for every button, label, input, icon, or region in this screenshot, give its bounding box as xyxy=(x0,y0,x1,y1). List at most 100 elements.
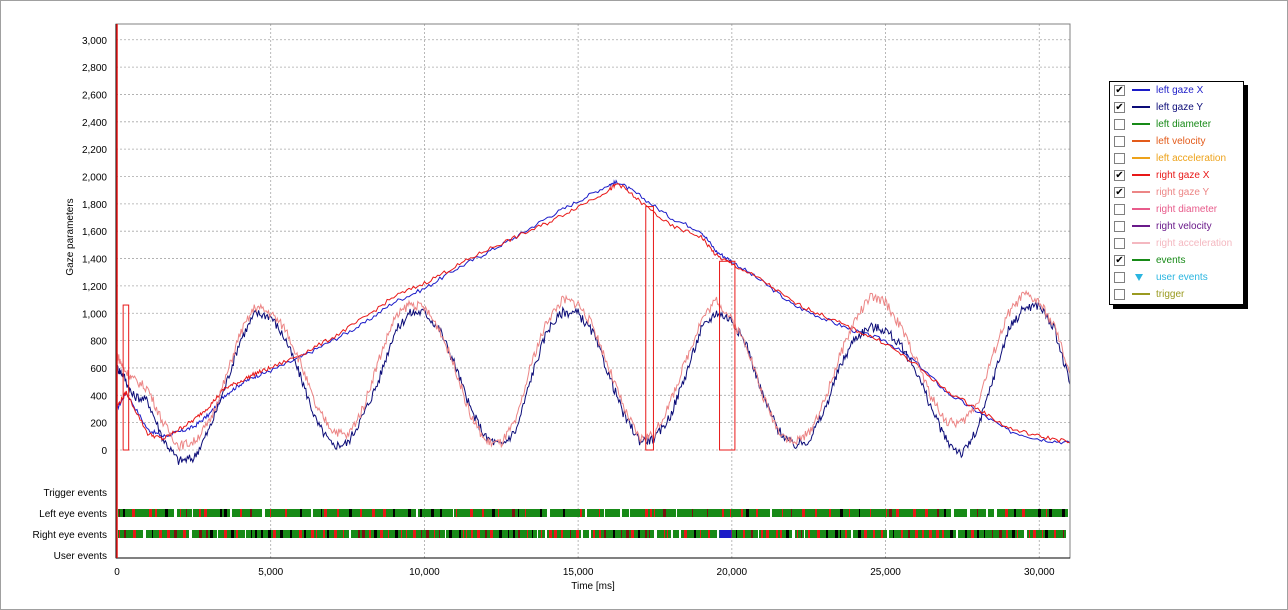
legend-item-right-diameter[interactable]: right diameter xyxy=(1110,201,1243,218)
event-tick xyxy=(965,530,967,538)
event-tick xyxy=(434,530,435,538)
y-tick-label: 1,600 xyxy=(82,227,107,238)
checkbox[interactable] xyxy=(1114,238,1125,249)
checkbox[interactable] xyxy=(1114,272,1125,283)
event-tick xyxy=(206,530,208,538)
event-tick xyxy=(589,530,591,538)
event-tick xyxy=(664,530,665,538)
event-tick xyxy=(694,530,696,538)
event-tick xyxy=(143,530,146,538)
event-tick xyxy=(477,530,480,538)
event-tick xyxy=(613,530,615,538)
legend-item-left-gaze-x[interactable]: ✔ left gaze X xyxy=(1110,82,1243,99)
legend-swatch xyxy=(1132,293,1150,295)
x-tick-label: 30,000 xyxy=(1024,567,1055,578)
event-tick xyxy=(859,509,860,517)
event-tick xyxy=(671,530,673,538)
event-tick xyxy=(199,530,202,538)
legend-item-left-acceleration[interactable]: left acceleration xyxy=(1110,150,1243,167)
event-tick xyxy=(395,530,398,538)
legend-item-user-events[interactable]: user events xyxy=(1110,269,1243,286)
checkbox[interactable]: ✔ xyxy=(1114,255,1125,266)
legend-item-left-diameter[interactable]: left diameter xyxy=(1110,116,1243,133)
event-tick xyxy=(1017,530,1018,538)
event-tick xyxy=(532,530,533,538)
legend-swatch xyxy=(1132,89,1150,91)
event-tick xyxy=(645,509,648,517)
event-tick xyxy=(152,530,153,538)
event-tick xyxy=(470,509,473,517)
legend-swatch xyxy=(1132,225,1150,227)
legend-item-right-acceleration[interactable]: right acceleration xyxy=(1110,235,1243,252)
checkbox[interactable]: ✔ xyxy=(1114,102,1125,113)
legend-item-events[interactable]: ✔ events xyxy=(1110,252,1243,269)
event-row-label: Trigger events xyxy=(43,488,107,499)
event-tick xyxy=(224,509,227,517)
event-tick xyxy=(537,530,538,538)
event-tick xyxy=(204,509,207,517)
event-tick xyxy=(845,530,847,538)
event-tick xyxy=(123,509,125,517)
checkbox[interactable] xyxy=(1114,289,1125,300)
event-tick xyxy=(261,530,263,538)
event-row-label: Right eye events xyxy=(33,530,108,541)
event-tick xyxy=(1038,509,1041,517)
checkbox[interactable] xyxy=(1114,136,1125,147)
legend-item-left-velocity[interactable]: left velocity xyxy=(1110,133,1243,150)
legend-item-right-velocity[interactable]: right velocity xyxy=(1110,218,1243,235)
checkbox[interactable] xyxy=(1114,204,1125,215)
event-tick xyxy=(896,509,899,517)
blink-pulse xyxy=(122,304,130,451)
event-tick xyxy=(133,530,136,538)
checkbox[interactable] xyxy=(1114,119,1125,130)
event-tick xyxy=(626,530,629,538)
checkbox[interactable]: ✔ xyxy=(1114,170,1125,181)
legend-swatch xyxy=(1135,274,1143,281)
event-tick xyxy=(1024,530,1027,538)
event-tick xyxy=(829,509,831,517)
event-tick xyxy=(645,530,647,538)
event-tick xyxy=(992,530,993,538)
y-tick-label: 0 xyxy=(101,446,107,457)
event-tick xyxy=(300,509,302,517)
y-tick-label: 1,800 xyxy=(82,200,107,211)
legend-label: left velocity xyxy=(1156,136,1206,147)
event-tick xyxy=(922,530,924,538)
event-tick xyxy=(349,530,351,538)
event-tick xyxy=(708,530,710,538)
event-tick xyxy=(620,509,622,517)
event-tick xyxy=(999,530,1002,538)
event-tick xyxy=(1022,509,1025,517)
legend-item-right-gaze-x[interactable]: ✔ right gaze X xyxy=(1110,167,1243,184)
event-tick xyxy=(873,530,875,538)
event-tick xyxy=(220,509,222,517)
event-tick xyxy=(736,530,737,538)
event-tick xyxy=(165,509,168,517)
checkbox[interactable]: ✔ xyxy=(1114,85,1125,96)
event-tick xyxy=(498,509,499,517)
event-tick xyxy=(746,509,749,517)
event-tick xyxy=(782,509,783,517)
legend-label: right velocity xyxy=(1156,221,1212,232)
event-tick xyxy=(667,530,668,538)
event-tick xyxy=(408,509,411,517)
legend-item-left-gaze-y[interactable]: ✔ left gaze Y xyxy=(1110,99,1243,116)
event-tick xyxy=(439,530,440,538)
y-tick-label: 1,400 xyxy=(82,255,107,266)
event-tick xyxy=(456,509,457,517)
event-tick xyxy=(362,530,365,538)
event-tick xyxy=(499,530,502,538)
checkbox[interactable]: ✔ xyxy=(1114,187,1125,198)
checkbox[interactable] xyxy=(1114,221,1125,232)
x-tick-label: 10,000 xyxy=(409,567,440,578)
event-tick xyxy=(549,530,552,538)
legend-item-trigger[interactable]: trigger xyxy=(1110,286,1243,303)
event-tick xyxy=(580,509,582,517)
x-tick-label: 15,000 xyxy=(563,567,594,578)
legend-swatch xyxy=(1132,259,1150,261)
event-tick xyxy=(1046,509,1047,517)
event-tick xyxy=(756,509,758,517)
legend-item-right-gaze-y[interactable]: ✔ right gaze Y xyxy=(1110,184,1243,201)
checkbox[interactable] xyxy=(1114,153,1125,164)
